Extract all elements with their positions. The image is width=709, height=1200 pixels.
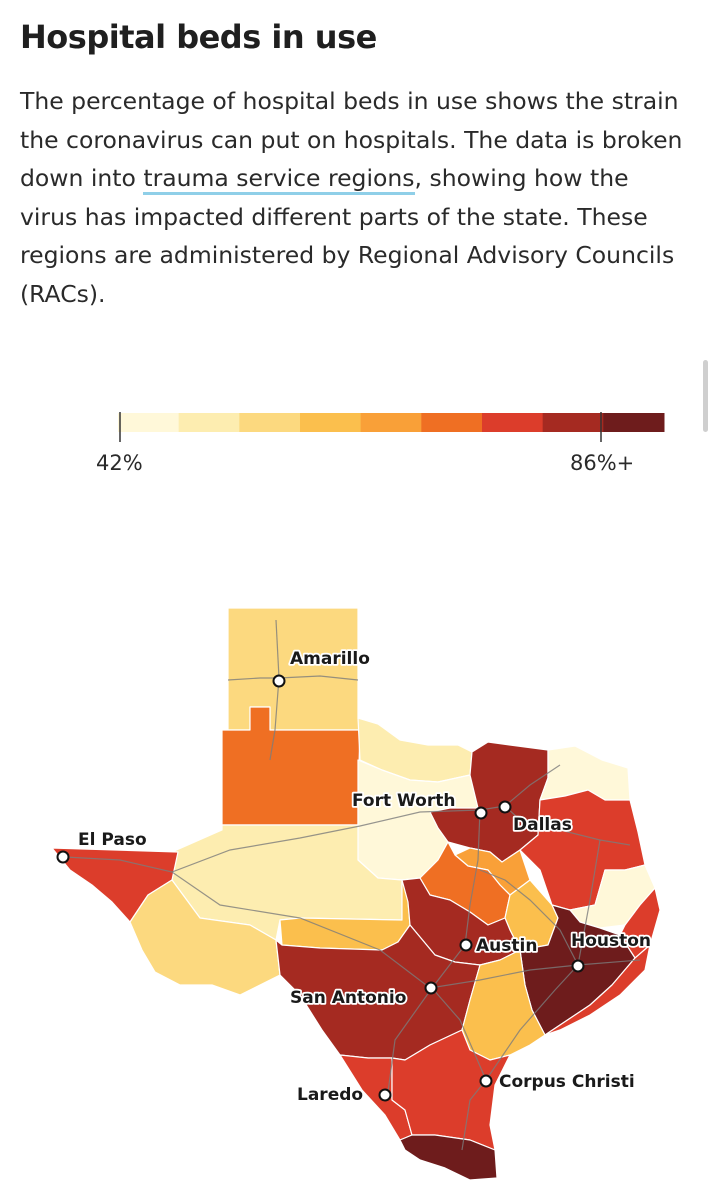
city-label-san-antonio: San Antonio (290, 988, 406, 1008)
city-label-dallas: Dallas (513, 815, 572, 835)
city-san-antonio[interactable]: San Antonio (288, 981, 438, 1010)
legend-swatch (603, 413, 665, 432)
city-laredo[interactable]: Laredo (295, 1083, 392, 1107)
legend-swatch (360, 413, 422, 432)
legend-swatch (421, 413, 483, 432)
legend-swatch (482, 413, 544, 432)
city-label-laredo: Laredo (297, 1085, 363, 1105)
legend-max-label: 86%+ (570, 451, 634, 475)
city-marker-icon (498, 800, 512, 814)
city-amarillo[interactable]: Amarillo (272, 647, 372, 688)
city-marker-icon (56, 850, 70, 864)
intro-paragraph: The percentage of hospital beds in use s… (20, 82, 690, 313)
city-marker-icon (424, 981, 438, 995)
city-fort-worth[interactable]: Fort Worth (350, 789, 488, 820)
legend-swatch (300, 413, 362, 432)
scrollbar[interactable] (703, 360, 708, 432)
city-el-paso[interactable]: El Paso (56, 828, 148, 864)
legend-swatch (178, 413, 240, 432)
region-galveston[interactable] (544, 944, 651, 1036)
legend-swatch (542, 413, 604, 432)
region-big-bend[interactable] (129, 879, 281, 996)
city-marker-icon (272, 674, 286, 688)
city-marker-icon (459, 938, 473, 952)
region-rio-grande-valley[interactable] (399, 1134, 498, 1181)
city-label-austin: Austin (476, 936, 537, 956)
city-marker-icon (479, 1074, 493, 1088)
page-title: Hospital beds in use (20, 18, 377, 56)
city-markers: Amarillo El Paso Fort Worth Dallas Austi… (56, 647, 653, 1107)
intro-text-end: , showing how the virus has impacted dif… (20, 164, 675, 308)
city-corpus-christi[interactable]: Corpus Christi (479, 1070, 636, 1094)
region-corpus-christi[interactable] (391, 1029, 511, 1151)
trauma-regions-link[interactable]: trauma service regions (143, 164, 415, 195)
city-austin[interactable]: Austin (459, 934, 539, 958)
city-label-corpus-christi: Corpus Christi (499, 1072, 635, 1092)
intro-text-start: The percentage of hospital beds in use s… (20, 87, 683, 192)
legend-min-label: 42% (96, 451, 143, 475)
city-label-amarillo: Amarillo (290, 649, 370, 669)
city-houston[interactable]: Houston (569, 929, 653, 973)
city-label-el-paso: El Paso (78, 830, 147, 850)
legend-swatch (239, 413, 301, 432)
city-label-fort-worth: Fort Worth (352, 791, 455, 811)
map-regions (51, 607, 661, 1181)
city-marker-icon (378, 1088, 392, 1102)
legend-swatch (118, 413, 180, 432)
color-legend: 42% 86%+ (96, 412, 665, 475)
legend-swatches (118, 413, 665, 432)
city-label-houston: Houston (571, 931, 651, 951)
city-dallas[interactable]: Dallas (498, 800, 574, 837)
city-marker-icon (571, 959, 585, 973)
city-marker-icon (474, 806, 488, 820)
region-panhandle-north[interactable] (227, 607, 361, 731)
